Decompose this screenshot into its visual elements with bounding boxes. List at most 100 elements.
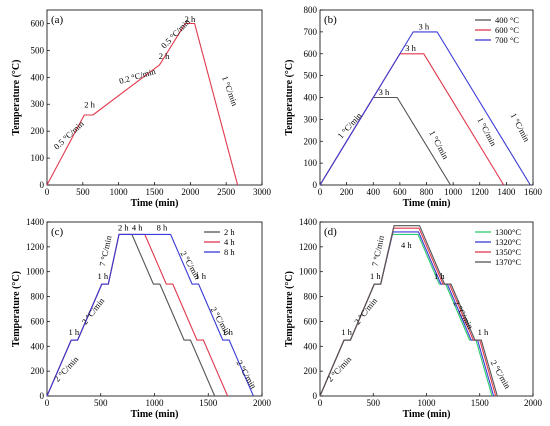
legend-label: 600 °C <box>495 25 519 35</box>
panel-label: (c) <box>51 226 64 238</box>
annotation: 7 °C/min <box>370 234 386 267</box>
annotation: 1 h <box>98 271 109 281</box>
annotation: 4 h <box>132 223 143 233</box>
x-tick-label: 200 <box>340 187 354 197</box>
legend-label: 700 °C <box>495 35 519 45</box>
y-tick-label: 600 <box>304 316 318 326</box>
annotation: 3 h <box>379 87 390 97</box>
x-tick-label: 1500 <box>471 398 490 408</box>
x-tick-label: 0 <box>45 398 50 408</box>
annotation: 1 h <box>370 271 381 281</box>
series-line-0 <box>319 96 451 186</box>
legend-label: 4 h <box>224 237 235 247</box>
y-tick-label: 200 <box>31 126 45 136</box>
annotation: 2 h <box>185 14 196 24</box>
x-axis-label: Time (min) <box>403 198 451 209</box>
x-tick-label: 2500 <box>217 187 236 197</box>
x-tick-label: 1500 <box>146 187 165 197</box>
annotation: 7 °C/min <box>97 234 113 267</box>
legend-label: 1300°C <box>495 227 521 237</box>
panel-label: (a) <box>51 14 64 26</box>
x-tick-label: 1200 <box>471 187 490 197</box>
annotation: 1 h <box>69 327 80 337</box>
annotation: 1 h <box>195 271 206 281</box>
x-tick-label: 800 <box>420 187 434 197</box>
annotation: 1 °C/min <box>220 75 240 108</box>
legend-label: 8 h <box>224 247 235 257</box>
y-tick-label: 200 <box>31 366 45 376</box>
panel-a: 0 500 1000 1500 2000 2500 3000 0 100 200 300 400 500… <box>11 9 272 209</box>
legend-label: 1320°C <box>495 237 521 247</box>
x-tick-label: 0 <box>318 398 323 408</box>
annotation: 1 °C/min <box>427 129 451 162</box>
annotation: 3 h <box>419 21 430 31</box>
x-axis-label: Time (min) <box>131 409 179 420</box>
x-tick-label: 1000 <box>146 398 165 408</box>
x-tick-label: 3000 <box>253 187 272 197</box>
annotation: 1 °C/min <box>509 111 533 144</box>
x-tick-label: 2000 <box>524 398 543 408</box>
y-tick-label: 500 <box>31 45 45 55</box>
y-tick-label: 600 <box>304 49 318 59</box>
y-tick-label: 1200 <box>299 242 318 252</box>
annotation: 8 h <box>157 223 168 233</box>
y-tick-label: 0 <box>313 180 318 190</box>
panel-label: (d) <box>324 226 337 238</box>
y-tick-label: 600 <box>31 316 45 326</box>
panel-c: 0 500 1000 1500 2000 0 200 400 600 800 1000 1200 140… <box>11 217 272 420</box>
panel-d: 0 500 1000 1500 2000 0 200 400 600 800 1000 1200 140… <box>284 217 543 420</box>
x-tick-label: 500 <box>94 398 108 408</box>
y-tick-label: 0 <box>40 180 45 190</box>
annotation: 2 h <box>118 223 129 233</box>
annotation: 1 h <box>478 327 489 337</box>
y-tick-label: 600 <box>31 18 45 28</box>
annotation: 1 h <box>222 327 233 337</box>
y-tick-label: 800 <box>304 292 318 302</box>
y-tick-label: 300 <box>304 114 318 124</box>
y-tick-label: 400 <box>31 341 45 351</box>
annotation: 2 °C/min <box>52 354 81 384</box>
x-tick-label: 600 <box>393 187 407 197</box>
legend-label: 400 °C <box>495 15 519 25</box>
x-axis-label: Time (min) <box>403 409 451 420</box>
annotation: 4 h <box>401 240 412 250</box>
annotation: 2 h <box>84 99 95 109</box>
series-line-2 <box>319 227 497 397</box>
annotation: 1 h <box>341 327 352 337</box>
annotation: 2 °C/min <box>234 358 259 391</box>
y-axis-label: Temperature (°C) <box>284 271 295 347</box>
annotation: 3 h <box>405 43 416 53</box>
x-tick-label: 1000 <box>110 187 129 197</box>
x-tick-label: 2000 <box>181 187 200 197</box>
y-tick-label: 0 <box>40 391 45 401</box>
y-tick-label: 1400 <box>26 217 45 227</box>
annotation: 1 h <box>434 271 445 281</box>
annotation: 2 °C/min <box>325 354 354 384</box>
x-tick-label: 500 <box>367 398 381 408</box>
legend-label: 2 h <box>224 227 235 237</box>
y-tick-label: 100 <box>304 158 318 168</box>
x-tick-label: 1400 <box>497 187 516 197</box>
series-line-2 <box>46 233 254 397</box>
y-tick-label: 800 <box>31 292 45 302</box>
y-tick-label: 400 <box>31 72 45 82</box>
y-tick-label: 400 <box>304 93 318 103</box>
annotation: 0.5 °C/min <box>52 118 87 151</box>
y-axis-label: Temperature (°C) <box>11 60 22 136</box>
y-tick-label: 800 <box>304 5 318 15</box>
y-tick-label: 0 <box>313 391 318 401</box>
series-line-3 <box>319 225 498 397</box>
series-line-2 <box>319 31 531 186</box>
y-tick-label: 1200 <box>26 242 45 252</box>
y-tick-label: 400 <box>304 341 318 351</box>
x-tick-label: 1600 <box>524 187 543 197</box>
annotation: 0.2 °C/min <box>118 66 157 86</box>
x-tick-label: 1000 <box>418 398 437 408</box>
x-tick-label: 500 <box>76 187 90 197</box>
x-tick-label: 400 <box>367 187 381 197</box>
y-tick-label: 1400 <box>299 217 318 227</box>
series-line-0 <box>46 22 239 186</box>
y-axis-label: Temperature (°C) <box>284 60 295 136</box>
y-tick-label: 500 <box>304 71 318 81</box>
